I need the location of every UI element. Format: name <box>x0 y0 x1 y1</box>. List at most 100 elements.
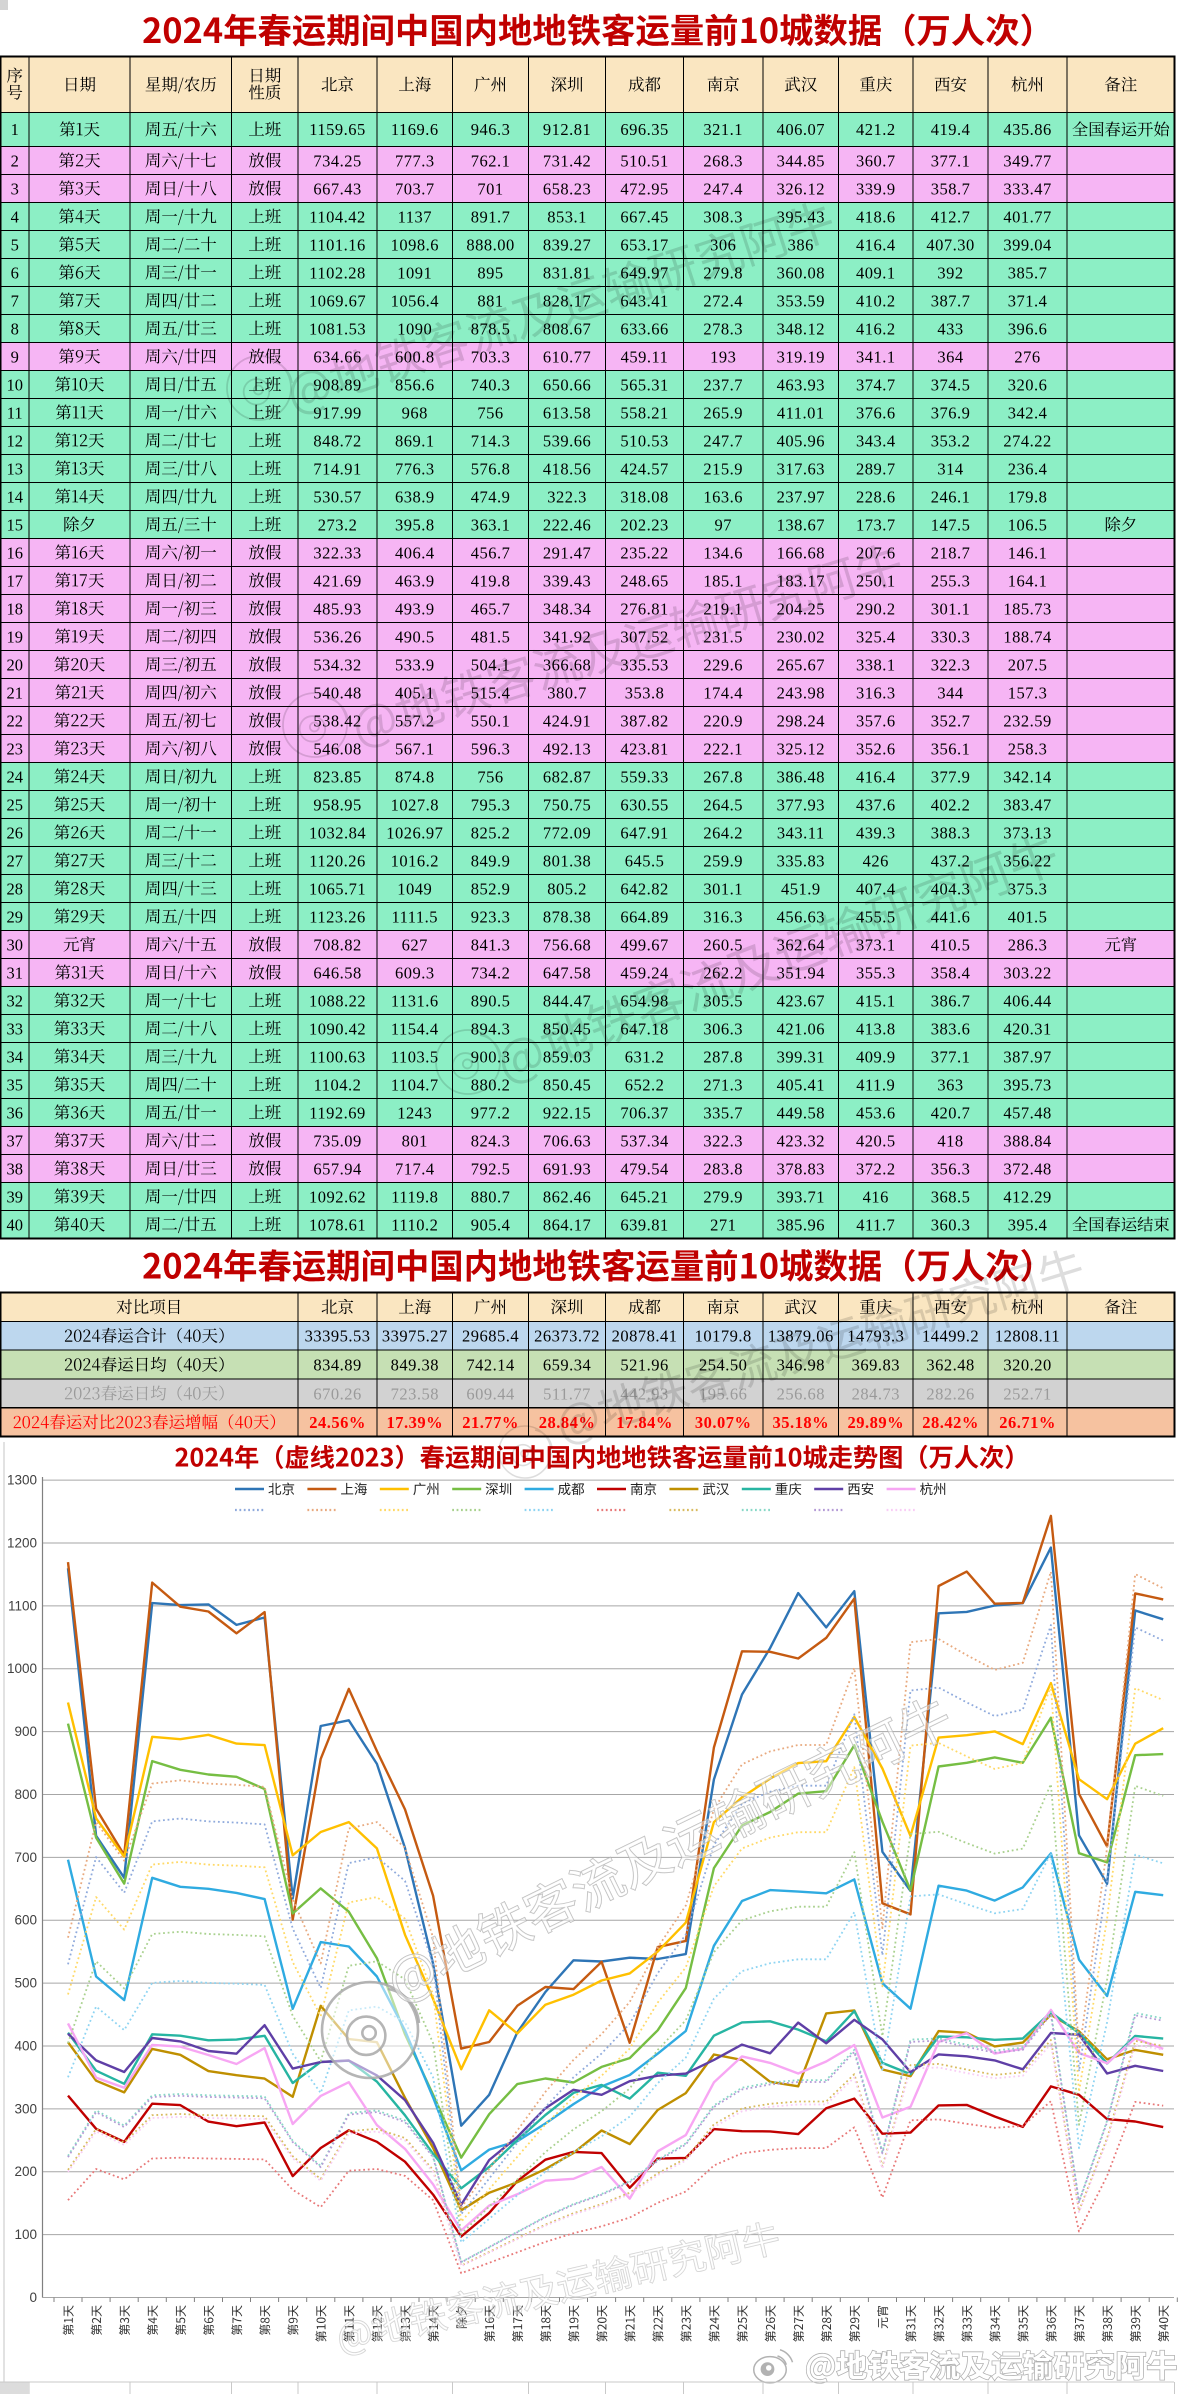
svg-text:393.71: 393.71 <box>777 1187 825 1206</box>
svg-text:407.30: 407.30 <box>926 235 974 254</box>
svg-text:968: 968 <box>402 403 428 422</box>
svg-text:343.11: 343.11 <box>777 823 825 842</box>
svg-text:18: 18 <box>6 599 23 618</box>
svg-text:706.37: 706.37 <box>620 1103 668 1122</box>
svg-text:1065.71: 1065.71 <box>309 879 366 898</box>
svg-text:613.58: 613.58 <box>543 403 591 422</box>
svg-text:357.6: 357.6 <box>856 711 896 730</box>
svg-text:856.6: 856.6 <box>395 375 435 394</box>
svg-text:1300: 1300 <box>7 1473 37 1488</box>
svg-text:1088.22: 1088.22 <box>309 991 366 1010</box>
svg-text:335.53: 335.53 <box>620 655 668 674</box>
svg-text:342.14: 342.14 <box>1003 767 1051 786</box>
svg-text:321.1: 321.1 <box>703 120 743 139</box>
svg-text:653.17: 653.17 <box>620 235 668 254</box>
svg-text:1104.7: 1104.7 <box>391 1075 439 1094</box>
svg-text:222.46: 222.46 <box>543 515 591 534</box>
svg-text:377.93: 377.93 <box>777 795 825 814</box>
svg-text:267.8: 267.8 <box>703 767 743 786</box>
svg-text:1119.8: 1119.8 <box>391 1187 438 1206</box>
svg-text:420.31: 420.31 <box>1003 1019 1051 1038</box>
svg-text:652.2: 652.2 <box>625 1075 665 1094</box>
svg-text:146.1: 146.1 <box>1008 543 1048 562</box>
svg-text:306.3: 306.3 <box>703 1019 743 1038</box>
svg-text:958.95: 958.95 <box>313 795 361 814</box>
svg-text:305.5: 305.5 <box>703 991 743 1010</box>
svg-text:451.9: 451.9 <box>781 879 821 898</box>
svg-text:16: 16 <box>6 543 23 562</box>
svg-text:550.1: 550.1 <box>471 711 511 730</box>
svg-text:319.19: 319.19 <box>777 347 825 366</box>
svg-text:325.4: 325.4 <box>856 627 896 646</box>
svg-text:243.98: 243.98 <box>777 683 825 702</box>
svg-text:667.45: 667.45 <box>620 207 668 226</box>
svg-text:264.5: 264.5 <box>703 795 743 814</box>
svg-text:371.4: 371.4 <box>1008 291 1048 310</box>
svg-text:869.1: 869.1 <box>395 431 435 450</box>
svg-text:314: 314 <box>937 459 963 478</box>
svg-text:14: 14 <box>6 487 23 506</box>
svg-text:335.83: 335.83 <box>777 851 825 870</box>
svg-text:232.59: 232.59 <box>1003 711 1051 730</box>
svg-text:474.9: 474.9 <box>471 487 511 506</box>
svg-text:21.77%: 21.77% <box>462 1413 519 1432</box>
svg-text:400: 400 <box>14 2039 37 2054</box>
svg-text:37: 37 <box>6 1131 23 1150</box>
svg-text:841.3: 841.3 <box>471 935 511 954</box>
svg-text:247.4: 247.4 <box>703 179 743 198</box>
svg-text:351.94: 351.94 <box>777 963 825 982</box>
svg-text:627: 627 <box>402 935 428 954</box>
svg-text:492.13: 492.13 <box>543 739 591 758</box>
svg-text:207.5: 207.5 <box>1008 655 1048 674</box>
svg-text:734.25: 734.25 <box>313 151 361 170</box>
svg-text:164.1: 164.1 <box>1008 571 1048 590</box>
svg-text:895: 895 <box>477 263 503 282</box>
svg-text:10179.8: 10179.8 <box>695 1327 752 1346</box>
svg-text:441.6: 441.6 <box>931 907 971 926</box>
svg-text:412.7: 412.7 <box>931 207 971 226</box>
svg-text:28.84%: 28.84% <box>539 1413 596 1432</box>
svg-text:878.5: 878.5 <box>471 319 511 338</box>
svg-text:923.3: 923.3 <box>471 907 511 926</box>
svg-text:1169.6: 1169.6 <box>391 120 439 139</box>
svg-text:163.6: 163.6 <box>703 487 743 506</box>
svg-text:682.87: 682.87 <box>543 767 591 786</box>
svg-text:342.4: 342.4 <box>1008 403 1048 422</box>
svg-text:97: 97 <box>714 515 732 534</box>
svg-text:377.1: 377.1 <box>931 1047 971 1066</box>
svg-text:24: 24 <box>6 767 23 786</box>
svg-text:596.3: 596.3 <box>471 739 511 758</box>
svg-text:406.44: 406.44 <box>1003 991 1051 1010</box>
svg-text:449.58: 449.58 <box>777 1103 825 1122</box>
svg-text:409.9: 409.9 <box>856 1047 896 1066</box>
svg-text:276: 276 <box>1014 347 1040 366</box>
svg-text:17.84%: 17.84% <box>616 1413 673 1432</box>
svg-text:5: 5 <box>11 235 19 254</box>
svg-text:714.3: 714.3 <box>471 431 511 450</box>
svg-text:322.33: 322.33 <box>313 543 361 562</box>
svg-text:402.2: 402.2 <box>931 795 971 814</box>
svg-text:35.18%: 35.18% <box>772 1413 829 1432</box>
svg-text:185.73: 185.73 <box>1003 599 1051 618</box>
svg-text:633.66: 633.66 <box>620 319 668 338</box>
svg-text:368.5: 368.5 <box>931 1187 971 1206</box>
svg-text:922.15: 922.15 <box>543 1103 591 1122</box>
svg-text:235.22: 235.22 <box>620 543 668 562</box>
svg-text:708.82: 708.82 <box>313 935 361 954</box>
svg-text:456.63: 456.63 <box>777 907 825 926</box>
svg-text:423.81: 423.81 <box>620 739 668 758</box>
svg-text:353.59: 353.59 <box>777 291 825 310</box>
svg-text:416: 416 <box>863 1187 889 1206</box>
svg-text:1131.6: 1131.6 <box>391 991 439 1010</box>
svg-text:691.93: 691.93 <box>543 1159 591 1178</box>
svg-text:421.06: 421.06 <box>777 1019 825 1038</box>
svg-text:530.57: 530.57 <box>313 487 361 506</box>
svg-text:395.4: 395.4 <box>1008 1215 1048 1234</box>
svg-text:388.3: 388.3 <box>931 823 971 842</box>
svg-text:734.2: 734.2 <box>471 963 511 982</box>
svg-text:407.4: 407.4 <box>856 879 896 898</box>
svg-text:463.9: 463.9 <box>395 571 435 590</box>
svg-text:831.81: 831.81 <box>543 263 591 282</box>
svg-text:1100.63: 1100.63 <box>309 1047 366 1066</box>
svg-text:12808.11: 12808.11 <box>995 1327 1060 1346</box>
